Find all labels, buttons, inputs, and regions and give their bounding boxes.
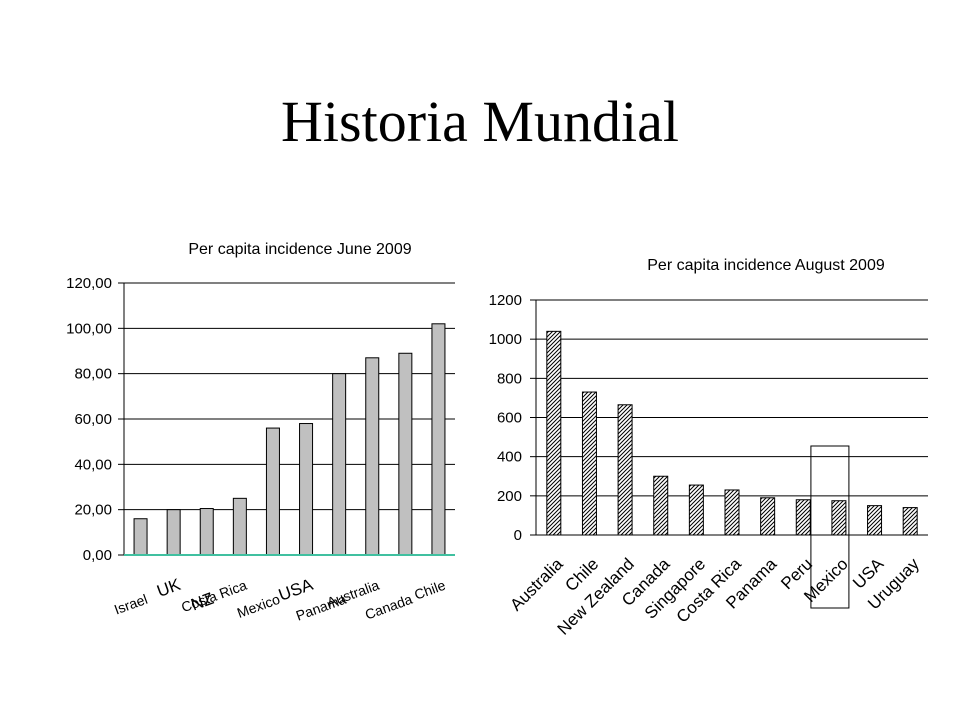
highlight-box xyxy=(810,445,850,609)
y-tick-label: 400 xyxy=(497,449,522,466)
bar xyxy=(546,330,562,536)
x-tick-label: UK xyxy=(154,575,183,601)
chart-title: Per capita incidence June 2009 xyxy=(188,241,411,258)
y-tick-label: 1200 xyxy=(489,292,522,309)
bar xyxy=(617,404,633,536)
y-tick-label: 60,00 xyxy=(74,411,112,428)
bar xyxy=(867,505,883,536)
y-tick-label: 600 xyxy=(497,410,522,427)
y-tick-label: 40,00 xyxy=(74,456,112,473)
bar xyxy=(760,497,776,536)
x-tick-label: Chile xyxy=(412,577,448,603)
y-tick-label: 20,00 xyxy=(74,502,112,519)
august-2009-chart: Per capita incidence August 2009 0 200 400 6… xyxy=(489,257,928,639)
bar xyxy=(398,352,413,556)
slide-title: Historia Mundial xyxy=(281,89,679,154)
y-tick-label: 0 xyxy=(514,527,522,544)
y-tick-label: 800 xyxy=(497,370,522,387)
chart-title: Per capita incidence August 2009 xyxy=(647,257,885,274)
x-tick-label: USA xyxy=(276,575,316,605)
bar xyxy=(365,357,380,556)
bar xyxy=(332,373,347,556)
y-tick-label: 1000 xyxy=(489,331,522,348)
bar xyxy=(133,518,148,556)
bar xyxy=(199,508,214,556)
y-tick-label: 100,00 xyxy=(66,320,112,337)
bar xyxy=(902,507,918,536)
bar xyxy=(232,497,247,556)
bar xyxy=(265,427,280,556)
bar xyxy=(653,475,669,536)
y-tick-label: 0,00 xyxy=(83,547,112,564)
bar xyxy=(688,484,704,536)
bar xyxy=(831,500,847,536)
x-tick-label: Mexico xyxy=(235,591,282,621)
x-tick-label: Israel xyxy=(112,591,150,618)
y-tick-label: 200 xyxy=(497,488,522,505)
bar xyxy=(166,509,181,556)
bar xyxy=(724,489,740,536)
y-tick-label: 80,00 xyxy=(74,366,112,383)
bar xyxy=(795,499,811,536)
bar xyxy=(431,323,446,556)
june-2009-chart: Per capita incidence June 2009 0,00 20,00 4… xyxy=(66,241,455,624)
bar xyxy=(299,423,314,556)
bar xyxy=(581,391,597,536)
x-tick-label: Australia xyxy=(506,554,567,615)
y-tick-label: 120,00 xyxy=(66,275,112,292)
